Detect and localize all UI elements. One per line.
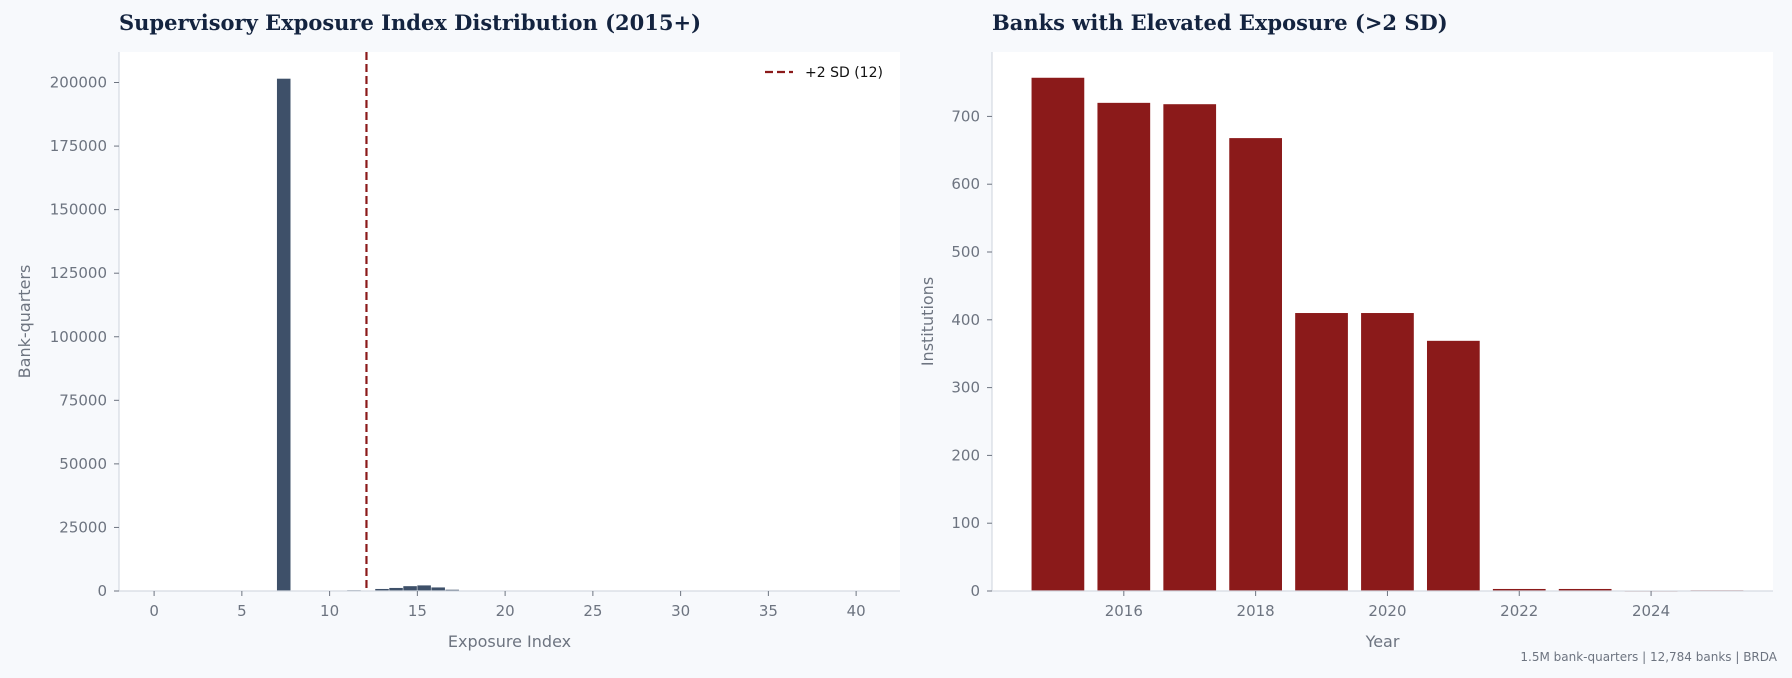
histogram-bar	[403, 586, 417, 591]
elevated-x-tick-label: 2024	[1632, 602, 1670, 620]
elevated-bar-2020	[1361, 313, 1414, 591]
elevated-x-tick-label: 2022	[1500, 602, 1538, 620]
legend-threshold-label: +2 SD (12)	[805, 65, 883, 81]
histogram-y-tick-label: 125000	[50, 264, 107, 282]
histogram-x-tick-label: 15	[408, 602, 427, 620]
elevated-bar-2022	[1492, 588, 1546, 591]
histogram-bar	[389, 587, 403, 591]
elevated-y-tick-label: 400	[951, 311, 980, 329]
histogram-x-tick-label: 40	[847, 602, 866, 620]
elevated-bar-2017	[1163, 104, 1217, 592]
elevated-x-tick-label: 2016	[1105, 602, 1143, 620]
elevated-chart-title: Banks with Elevated Exposure (>2 SD)	[992, 10, 1448, 35]
histogram-x-tick-label: 25	[583, 602, 602, 620]
histogram-x-tick-label: 30	[671, 602, 690, 620]
histogram-y-tick-label: 0	[97, 582, 107, 600]
elevated-x-axis-label: Year	[1365, 632, 1400, 651]
elevated-bar-2015	[1031, 77, 1085, 591]
histogram-x-tick-label: 10	[320, 602, 339, 620]
histogram-bar	[445, 589, 459, 591]
histogram-x-tick-label: 20	[496, 602, 515, 620]
histogram-bar	[431, 587, 445, 591]
elevated-y-tick-label: 0	[970, 582, 980, 600]
histogram-bar	[276, 78, 291, 592]
elevated-x-tick-label: 2018	[1237, 602, 1275, 620]
histogram-y-axis-label: Bank-quarters	[15, 265, 34, 379]
histogram-y-tick-label: 50000	[59, 455, 107, 473]
elevated-bar-2023	[1558, 588, 1612, 591]
histogram-y-tick-label: 175000	[50, 137, 107, 155]
histogram-x-axis-label: Exposure Index	[448, 632, 571, 651]
histogram-y-tick-label: 75000	[59, 391, 107, 409]
elevated-y-tick-label: 300	[951, 379, 980, 397]
histogram-bar	[375, 588, 389, 591]
elevated-y-tick-label: 200	[951, 446, 980, 464]
histogram-plot-area	[119, 52, 900, 591]
histogram-title: Supervisory Exposure Index Distribution …	[119, 10, 702, 35]
histogram-x-tick-label: 5	[237, 602, 247, 620]
elevated-bar-2019	[1295, 313, 1348, 591]
histogram-y-tick-label: 150000	[50, 201, 107, 219]
elevated-bar-2018	[1229, 138, 1282, 591]
source-footnote: 1.5M bank-quarters | 12,784 banks | BRDA	[1520, 650, 1777, 664]
elevated-y-axis-label: Institutions	[918, 277, 937, 366]
elevated-bar-2021	[1426, 340, 1480, 591]
histogram-y-tick-label: 100000	[50, 328, 107, 346]
histogram-y-tick-label: 25000	[59, 518, 107, 536]
elevated-y-tick-label: 600	[951, 175, 980, 193]
elevated-bars	[1031, 77, 1744, 592]
elevated-y-tick-label: 500	[951, 243, 980, 261]
elevated-y-tick-label: 700	[951, 107, 980, 125]
histogram-y-tick-label: 200000	[50, 74, 107, 92]
elevated-y-tick-label: 100	[951, 514, 980, 532]
histogram-x-tick-label: 35	[759, 602, 778, 620]
histogram-x-tick-label: 0	[149, 602, 159, 620]
elevated-bar-2016	[1097, 102, 1151, 591]
histogram-bars	[276, 78, 474, 592]
histogram-bar	[417, 585, 431, 591]
elevated-x-tick-label: 2020	[1368, 602, 1406, 620]
